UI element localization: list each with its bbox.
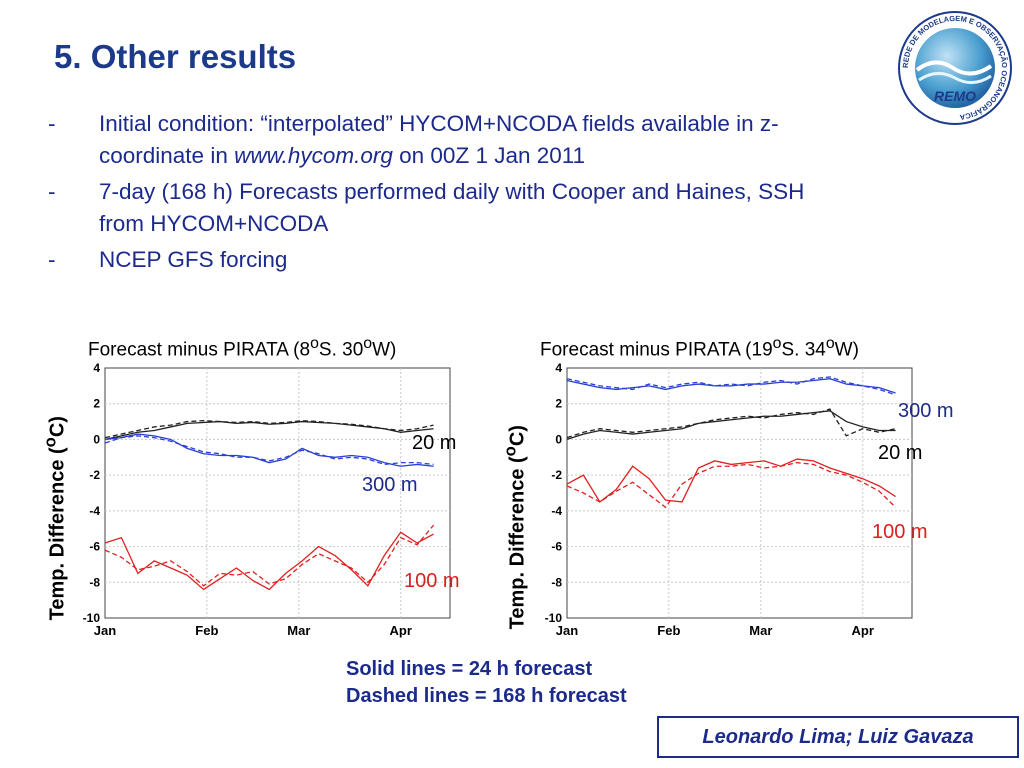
y-tick-label: -6 <box>551 540 562 554</box>
chart2-label-300m: 300 m <box>898 400 954 422</box>
y-tick-label: 2 <box>93 397 100 411</box>
bullet-text-line: 7-day (168 h) Forecasts performed daily … <box>99 178 805 204</box>
bullet-list: - Initial condition: “interpolated” HYCO… <box>44 108 984 280</box>
chart1-label-300m: 300 m <box>362 474 418 496</box>
chart2-label-100m: 100 m <box>872 521 928 543</box>
line-style-note: Solid lines = 24 h forecast Dashed lines… <box>346 656 627 710</box>
x-tick-label: Apr <box>852 623 874 638</box>
chart2-ylabel: Temp. Difference (oC) <box>500 425 529 630</box>
plot-frame <box>566 367 913 619</box>
chart1-label-100m: 100 m <box>404 570 460 592</box>
remo-logo: REDE DE MODELAGEM E OBSERVAÇÃO OCEANOGRÁ… <box>898 11 1012 125</box>
chart1-label-20m: 20 m <box>412 432 457 454</box>
x-tick-label: Jan <box>556 623 578 638</box>
y-tick-label: -10 <box>83 611 101 625</box>
y-tick-label: 4 <box>555 361 562 375</box>
bullet-item: - NCEP GFS forcing <box>44 244 984 276</box>
x-tick-label: Mar <box>287 623 310 638</box>
bullet-text-line: from HYCOM+NCODA <box>99 210 329 236</box>
y-tick-label: -6 <box>89 540 100 554</box>
solid-lines-note: Solid lines = 24 h forecast <box>346 658 593 680</box>
y-tick-label: -4 <box>551 504 562 518</box>
chart1-title: Forecast minus PIRATA (8oS. 30oW) <box>88 335 397 361</box>
bullet-dash: - <box>48 178 56 204</box>
y-tick-label: 0 <box>555 432 562 446</box>
x-tick-label: Feb <box>195 623 218 638</box>
x-tick-label: Jan <box>94 623 116 638</box>
chart1-ylabel: Temp. Difference (oC) <box>40 416 69 621</box>
bullet-text-line: NCEP GFS forcing <box>99 246 288 272</box>
series-300m-solid-line <box>104 433 434 467</box>
series-20m-solid-line <box>104 420 434 441</box>
bullet-dash: - <box>48 111 56 136</box>
bullet-dash: - <box>48 246 56 272</box>
x-tick-label: Apr <box>390 623 412 638</box>
y-tick-label: -8 <box>551 575 562 589</box>
x-tick-label: Feb <box>657 623 680 638</box>
series-100m-dashed-line <box>104 524 435 587</box>
series-300m-dashed-line <box>104 435 434 466</box>
y-tick-label: 2 <box>555 397 562 411</box>
chart2-label-20m: 20 m <box>878 442 923 464</box>
y-tick-label: 4 <box>93 361 100 375</box>
bullet-text-line: Initial condition: “interpolated” HYCOM+… <box>99 111 779 136</box>
y-tick-label: -10 <box>545 611 563 625</box>
x-tick-label: Mar <box>749 623 772 638</box>
series-20m-dashed-line <box>566 408 896 439</box>
y-tick-label: -2 <box>551 468 562 482</box>
series-100m-solid-line <box>566 458 896 503</box>
logo-name: REMO <box>934 88 976 104</box>
bullet-item: - Initial condition: “interpolated” HYCO… <box>44 108 984 172</box>
slide-title: 5. Other results <box>54 38 297 75</box>
y-tick-label: -8 <box>89 575 100 589</box>
hycom-url: www.hycom.org <box>234 142 393 168</box>
y-tick-label: -2 <box>89 468 100 482</box>
plot-frame <box>104 367 451 619</box>
y-tick-label: 0 <box>93 432 100 446</box>
series-300m-solid-line <box>566 378 896 394</box>
series-20m-solid-line <box>566 410 896 441</box>
bullet-item: - 7-day (168 h) Forecasts performed dail… <box>44 176 984 240</box>
bullet-text-line: coordinate in www.hycom.org on 00Z 1 Jan… <box>99 142 586 168</box>
chart2-title: Forecast minus PIRATA (19oS. 34oW) <box>540 335 859 361</box>
series-100m-solid-line <box>104 531 434 591</box>
dashed-lines-note: Dashed lines = 168 h forecast <box>346 685 627 707</box>
y-tick-label: -4 <box>89 504 100 518</box>
authors-box: Leonardo Lima; Luiz Gavaza <box>657 716 1019 758</box>
